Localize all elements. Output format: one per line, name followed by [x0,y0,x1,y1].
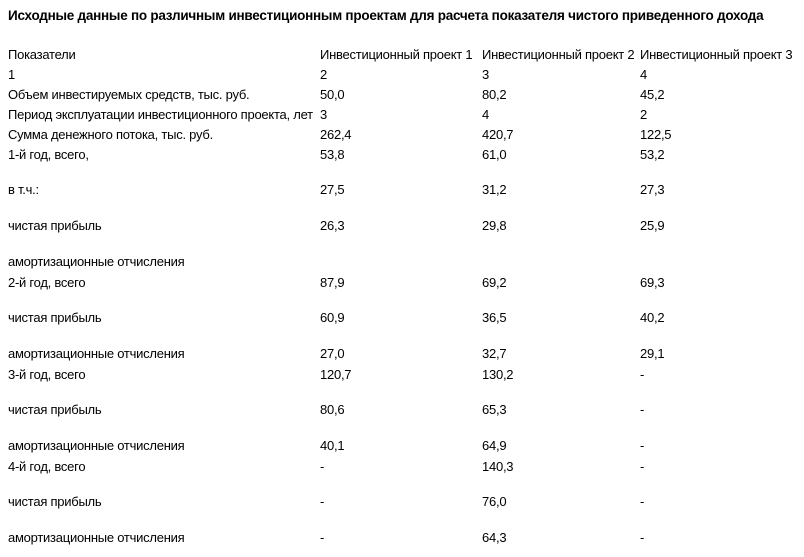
cell-value: 60,9 [320,310,345,325]
cell-value: - [640,402,645,417]
table-row: чистая прибыль - 76,0 - [8,476,796,512]
cell-value: 4 [640,66,647,82]
col-header-indicators: Показатели [8,46,76,62]
table-row: амортизационные отчисления - 64,3 - [8,512,796,548]
row-label: Объем инвестируемых средств, тыс. руб. [8,86,250,102]
cell-value: 80,6 [320,402,345,417]
cell-value: - [640,530,645,545]
table-row: чистая прибыль 80,6 65,3 - [8,384,796,420]
cell-value: - [320,530,325,545]
cell-value: 120,7 [320,366,352,382]
cell-value: 122,5 [640,126,672,142]
cell-value: 36,5 [482,310,507,325]
cell-value: 87,9 [320,274,345,290]
row-label: 3-й год, всего [8,366,86,382]
table-row: чистая прибыль 60,9 36,5 40,2 [8,292,796,328]
table-row: 1 2 3 4 [8,64,796,84]
table-row: амортизационные отчисления 40,1 64,9 - [8,420,796,456]
cell-value: - [320,458,325,474]
cell-value: 420,7 [482,126,514,142]
cell-value: 61,0 [482,146,507,162]
cell-value: 53,2 [640,146,665,162]
cell-value: - [640,366,645,382]
table-row: 2-й год, всего 87,9 69,2 69,3 [8,272,796,292]
row-label: чистая прибыль [8,494,102,509]
row-label: 2-й год, всего [8,274,86,290]
cell-value: 3 [320,106,327,122]
cell-value: 45,2 [640,86,665,102]
row-label: чистая прибыль [8,402,102,417]
cell-value: 69,2 [482,274,507,290]
table-row: 4-й год, всего - 140,3 - [8,456,796,476]
cell-value: 65,3 [482,402,507,417]
cell-value: - [640,458,645,474]
table-body: 1 2 3 4 Объем инвестируемых средств, тыс. ру… [8,64,796,548]
cell-value [482,236,640,272]
table-row: в т.ч.: 27,5 31,2 27,3 [8,164,796,200]
cell-value: 262,4 [320,126,352,142]
col-header-project-1: Инвестиционный проект 1 [320,46,473,62]
cell-value: 31,2 [482,182,507,197]
cell-value: - [640,494,645,509]
cell-value: 4 [482,106,489,122]
cell-value: 80,2 [482,86,507,102]
cell-value: 2 [640,106,647,122]
cell-value: 27,5 [320,182,345,197]
row-label: 1 [8,66,15,82]
cell-value: - [320,494,325,509]
cell-value: 3 [482,66,489,82]
row-label: амортизационные отчисления [8,530,185,545]
cell-value: - [640,438,645,453]
col-header-project-2: Инвестиционный проект 2 [482,46,635,62]
cell-value: 26,3 [320,218,345,233]
cell-value: 32,7 [482,346,507,361]
cell-value: 25,9 [640,218,665,233]
cell-value: 40,2 [640,310,665,325]
row-label: в т.ч.: [8,182,39,197]
table-row: чистая прибыль 26,3 29,8 25,9 [8,200,796,236]
cell-value: 53,8 [320,146,345,162]
table-header-row: Показатели Инвестиционный проект 1 Инвес… [8,44,796,64]
table-row: 3-й год, всего 120,7 130,2 - [8,364,796,384]
cell-value: 64,9 [482,438,507,453]
row-label: Период эксплуатации инвестиционного прое… [8,106,313,122]
cell-value [640,236,796,272]
col-header-project-3: Инвестиционный проект 3 [640,46,793,62]
row-label: чистая прибыль [8,218,102,233]
row-label: Сумма денежного потока, тыс. руб. [8,126,213,142]
cell-value: 76,0 [482,494,507,509]
cell-value: 40,1 [320,438,345,453]
cell-value: 130,2 [482,366,514,382]
table-row: 1-й год, всего, 53,8 61,0 53,2 [8,144,796,164]
table-row: Объем инвестируемых средств, тыс. руб. 50… [8,84,796,104]
row-label: амортизационные отчисления [8,346,185,361]
row-label: чистая прибыль [8,310,102,325]
row-label: 4-й год, всего [8,458,86,474]
cell-value: 27,0 [320,346,345,361]
cell-value: 27,3 [640,182,665,197]
table-row: амортизационные отчисления [8,236,796,272]
cell-value: 64,3 [482,530,507,545]
cell-value: 29,1 [640,346,665,361]
table-row: амортизационные отчисления 27,0 32,7 29,1 [8,328,796,364]
cell-value: 140,3 [482,458,514,474]
row-label: 1-й год, всего, [8,146,89,162]
cell-value: 2 [320,66,327,82]
row-label: амортизационные отчисления [8,438,185,453]
cell-value: 50,0 [320,86,345,102]
cell-value [320,236,482,272]
table-row: Сумма денежного потока, тыс. руб. 262,4 42… [8,124,796,144]
investment-data-table: Показатели Инвестиционный проект 1 Инвес… [8,44,796,548]
page-title: Исходные данные по различным инвестицион… [8,8,764,23]
row-label: амортизационные отчисления [8,254,185,269]
cell-value: 29,8 [482,218,507,233]
table-row: Период эксплуатации инвестиционного прое… [8,104,796,124]
cell-value: 69,3 [640,274,665,290]
